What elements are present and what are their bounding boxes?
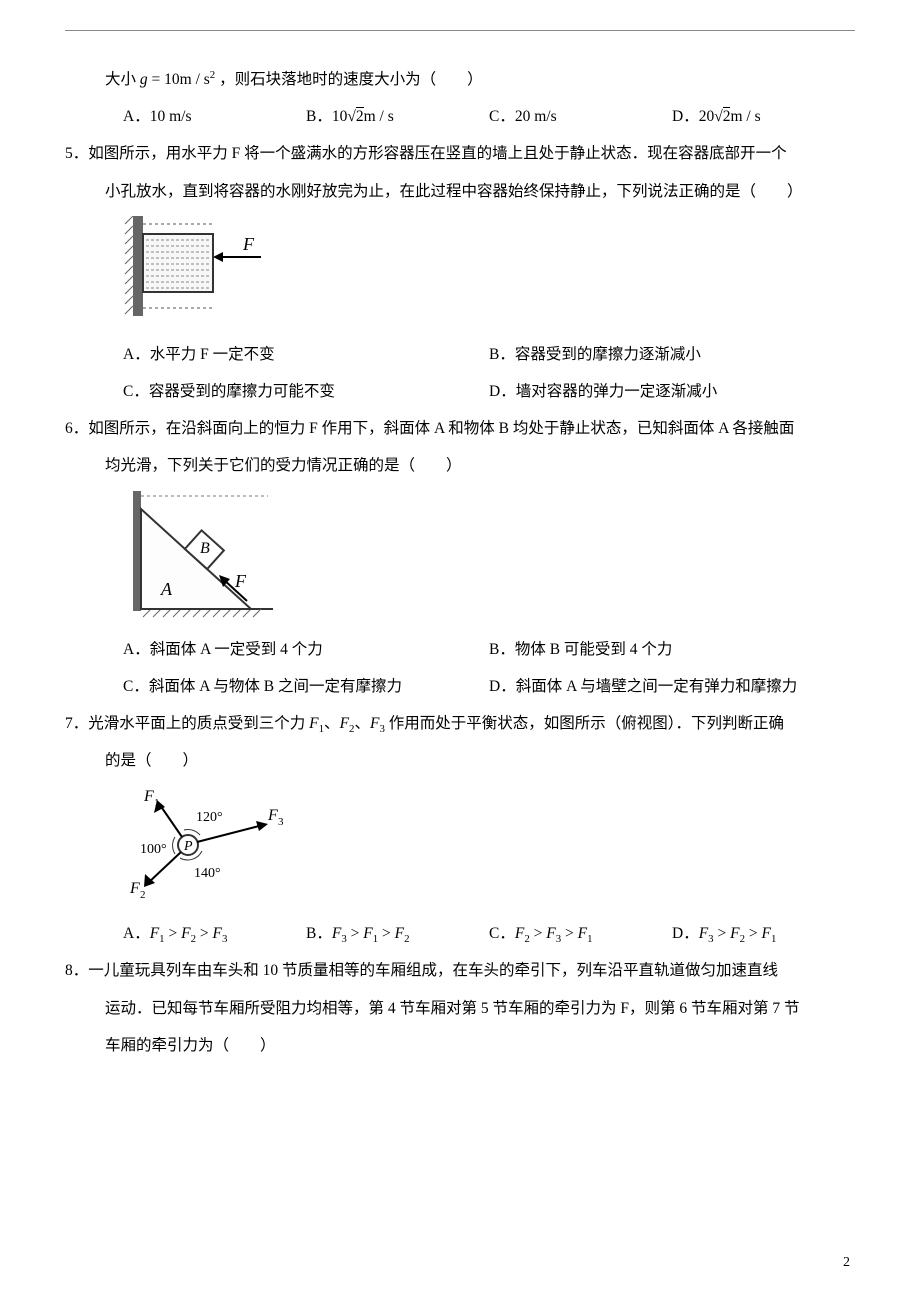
q7-line1: 7．光滑水平面上的质点受到三个力 F1、F2、F3 作用而处于平衡状态，如图所示… bbox=[65, 705, 855, 742]
svg-text:F: F bbox=[242, 234, 255, 254]
q4-g-var: g bbox=[140, 71, 148, 88]
q5-opt-c-text: 容器受到的摩擦力可能不变 bbox=[149, 383, 335, 400]
q6-text1: 如图所示，在沿斜面向上的恒力 F 作用下，斜面体 A 和物体 B 均处于静止状态… bbox=[88, 420, 794, 437]
q4-opt-a-text: 10 m/s bbox=[150, 108, 192, 125]
q4-tail-line: 大小 g = 10m / s2 ，则石块落地时的速度大小为（ ） bbox=[65, 61, 855, 98]
q4-sq: 2 bbox=[210, 69, 215, 81]
q6-opt-d-text: 斜面体 A 与墙壁之间一定有弹力和摩擦力 bbox=[516, 678, 798, 695]
q7-text2: 的是（ ） bbox=[105, 752, 198, 769]
q5-opt-d: D．墙对容器的弹力一定逐渐减小 bbox=[489, 373, 855, 410]
q4-opt-d: D．20√2m / s bbox=[672, 98, 855, 135]
q8-text1: 一儿童玩具列车由车头和 10 节质量相等的车厢组成，在车头的牵引下，列车沿平直轨… bbox=[88, 962, 778, 979]
svg-text:B: B bbox=[200, 540, 210, 557]
q4-eq: = 10m / s bbox=[152, 71, 210, 88]
q4-options: A．10 m/s B．10√2m / s C．20 m/s D．20√2m / … bbox=[65, 98, 855, 135]
q4-opt-b: B．10√2m / s bbox=[306, 98, 489, 135]
q6-opt-a-text: 斜面体 A 一定受到 4 个力 bbox=[150, 641, 323, 658]
svg-text:140°: 140° bbox=[194, 866, 221, 881]
q8-text2: 运动．已知每节车厢所受阻力均相等，第 4 节车厢对第 5 节车厢的牵引力为 F，… bbox=[105, 1000, 800, 1017]
svg-text:1: 1 bbox=[154, 797, 160, 809]
q5-opt-a-text: 水平力 F 一定不变 bbox=[150, 346, 275, 363]
q6-options-row2: C．斜面体 A 与物体 B 之间一定有摩擦力 D．斜面体 A 与墙壁之间一定有弹… bbox=[65, 668, 855, 705]
q4-opt-b-text: 10√2m / s bbox=[332, 108, 394, 125]
svg-text:F: F bbox=[267, 807, 278, 824]
q8-line2: 运动．已知每节车厢所受阻力均相等，第 4 节车厢对第 5 节车厢的牵引力为 F，… bbox=[65, 990, 855, 1027]
q8-line1: 8．一儿童玩具列车由车头和 10 节质量相等的车厢组成，在车头的牵引下，列车沿平… bbox=[65, 952, 855, 989]
q6-opt-c-text: 斜面体 A 与物体 B 之间一定有摩擦力 bbox=[149, 678, 402, 695]
svg-text:F: F bbox=[129, 880, 140, 897]
q5-options-row2: C．容器受到的摩擦力可能不变 D．墙对容器的弹力一定逐渐减小 bbox=[65, 373, 855, 410]
q7-text1: 光滑水平面上的质点受到三个力 F1、F2、F3 作用而处于平衡状态，如图所示（俯… bbox=[88, 715, 784, 732]
q6-opt-c: C．斜面体 A 与物体 B 之间一定有摩擦力 bbox=[123, 668, 489, 705]
q6-options-row1: A．斜面体 A 一定受到 4 个力 B．物体 B 可能受到 4 个力 bbox=[65, 631, 855, 668]
q8-line3: 车厢的牵引力为（ ） bbox=[65, 1027, 855, 1064]
q7-opt-a: A．F1 > F2 > F3 bbox=[123, 915, 306, 952]
q6-opt-b: B．物体 B 可能受到 4 个力 bbox=[489, 631, 855, 668]
q5-opt-d-text: 墙对容器的弹力一定逐渐减小 bbox=[516, 383, 718, 400]
q4-opt-c-text: 20 m/s bbox=[515, 108, 557, 125]
q5-options-row1: A．水平力 F 一定不变 B．容器受到的摩擦力逐渐减小 bbox=[65, 336, 855, 373]
page-number: 2 bbox=[843, 1246, 850, 1280]
top-rule bbox=[65, 30, 855, 31]
q4-opt-a: A．10 m/s bbox=[123, 98, 306, 135]
q5-opt-b-text: 容器受到的摩擦力逐渐减小 bbox=[515, 346, 701, 363]
q6-opt-b-text: 物体 B 可能受到 4 个力 bbox=[515, 641, 673, 658]
q5-line2: 小孔放水，直到将容器的水刚好放完为止，在此过程中容器始终保持静止，下列说法正确的… bbox=[65, 173, 855, 210]
q6-opt-a: A．斜面体 A 一定受到 4 个力 bbox=[123, 631, 489, 668]
q4-opt-d-text: 20√2m / s bbox=[699, 108, 761, 125]
q5-opt-a: A．水平力 F 一定不变 bbox=[123, 336, 489, 373]
q7-opt-b: B．F3 > F1 > F2 bbox=[306, 915, 489, 952]
q5-text2: 小孔放水，直到将容器的水刚好放完为止，在此过程中容器始终保持静止，下列说法正确的… bbox=[105, 183, 803, 200]
q6-opt-d: D．斜面体 A 与墙壁之间一定有弹力和摩擦力 bbox=[489, 668, 855, 705]
q7-line2: 的是（ ） bbox=[65, 742, 855, 779]
svg-text:3: 3 bbox=[278, 816, 284, 828]
svg-text:F: F bbox=[234, 571, 247, 591]
q7-opt-d: D．F3 > F2 > F1 bbox=[672, 915, 855, 952]
q7-options: A．F1 > F2 > F3 B．F3 > F1 > F2 C．F2 > F3 … bbox=[65, 915, 855, 952]
svg-text:120°: 120° bbox=[196, 810, 223, 825]
q5-text1: 如图所示，用水平力 F 将一个盛满水的方形容器压在竖直的墙上且处于静止状态．现在… bbox=[88, 145, 786, 162]
q7-opt-c: C．F2 > F3 > F1 bbox=[489, 915, 672, 952]
q4-opt-c: C．20 m/s bbox=[489, 98, 672, 135]
q4-tail-prefix: 大小 bbox=[105, 71, 140, 88]
q5-num: 5． bbox=[65, 145, 88, 162]
q8-num: 8． bbox=[65, 962, 88, 979]
svg-text:100°: 100° bbox=[140, 842, 167, 857]
q6-line2: 均光滑，下列关于它们的受力情况正确的是（ ） bbox=[65, 447, 855, 484]
q5-line1: 5．如图所示，用水平力 F 将一个盛满水的方形容器压在竖直的墙上且处于静止状态．… bbox=[65, 135, 855, 172]
svg-text:A: A bbox=[160, 579, 173, 599]
svg-text:F: F bbox=[143, 788, 154, 805]
page: 大小 g = 10m / s2 ，则石块落地时的速度大小为（ ） A．10 m/… bbox=[0, 0, 920, 1302]
q7-num: 7． bbox=[65, 715, 88, 732]
q6-figure: A B F bbox=[65, 491, 855, 621]
q5-figure: F bbox=[65, 216, 855, 326]
svg-text:2: 2 bbox=[140, 889, 146, 901]
svg-text:P: P bbox=[183, 839, 193, 854]
q4-tail-suffix: ，则石块落地时的速度大小为（ ） bbox=[219, 71, 483, 88]
q6-text2: 均光滑，下列关于它们的受力情况正确的是（ ） bbox=[105, 457, 462, 474]
q6-line1: 6．如图所示，在沿斜面向上的恒力 F 作用下，斜面体 A 和物体 B 均处于静止… bbox=[65, 410, 855, 447]
q5-opt-c: C．容器受到的摩擦力可能不变 bbox=[123, 373, 489, 410]
q6-num: 6． bbox=[65, 420, 88, 437]
q7-figure: P F 3 F 1 F 2 120° 100° 140° bbox=[65, 785, 855, 905]
q5-opt-b: B．容器受到的摩擦力逐渐减小 bbox=[489, 336, 855, 373]
q8-text3: 车厢的牵引力为（ ） bbox=[105, 1037, 276, 1054]
